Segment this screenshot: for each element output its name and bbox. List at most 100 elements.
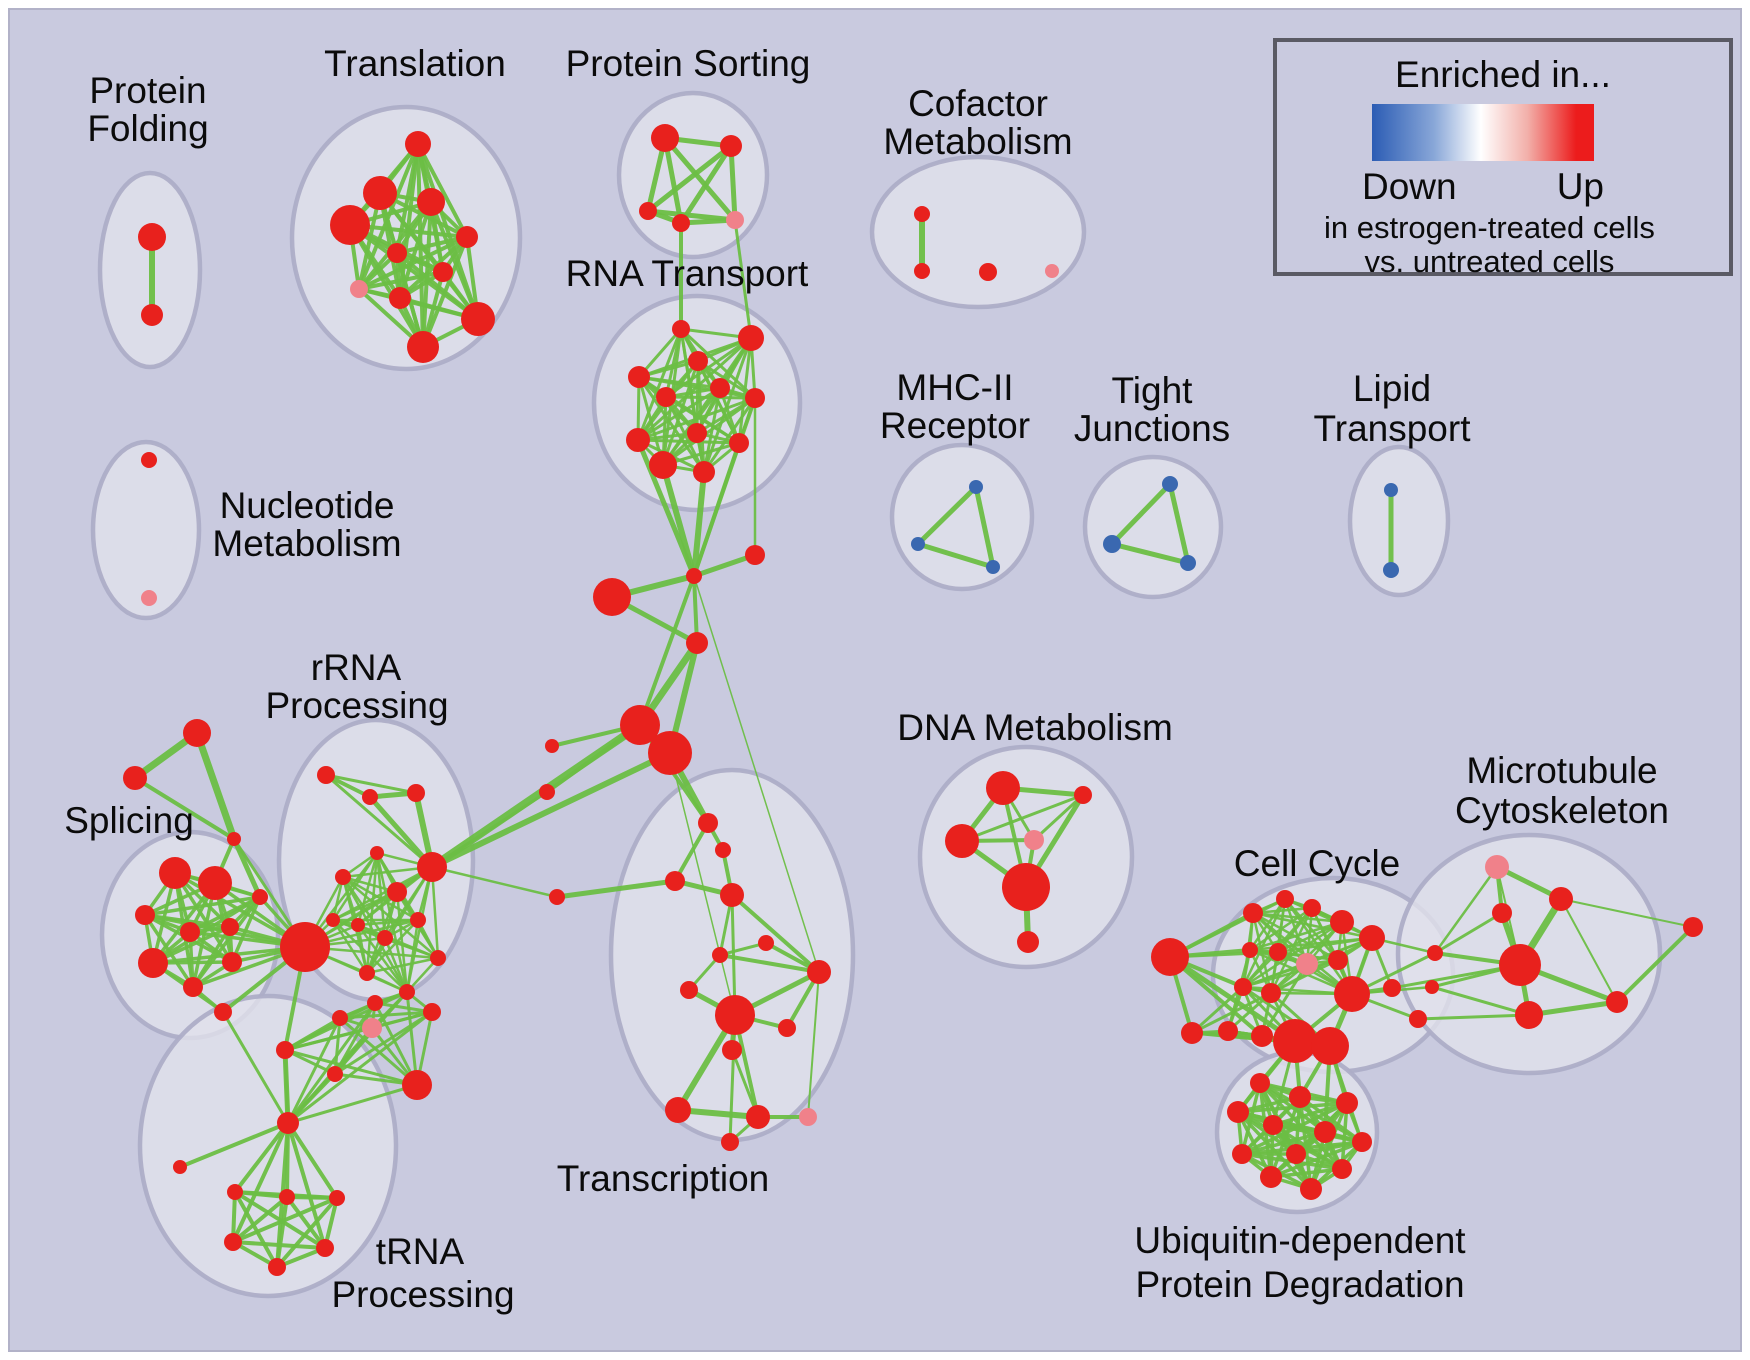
node-tx16[interactable]: [721, 1133, 739, 1151]
node-dm4[interactable]: [1024, 830, 1044, 850]
node-cc8[interactable]: [1296, 953, 1318, 975]
node-mt2[interactable]: [1549, 887, 1573, 911]
node-tx15[interactable]: [799, 1108, 817, 1126]
node-cc10[interactable]: [1234, 978, 1252, 996]
node-cc17[interactable]: [1251, 1025, 1273, 1047]
node-sn2[interactable]: [539, 784, 555, 800]
node-tn5[interactable]: [316, 1239, 334, 1257]
node-ub11[interactable]: [1260, 1166, 1282, 1188]
node-tx3[interactable]: [665, 871, 685, 891]
node-tx12[interactable]: [722, 1040, 742, 1060]
node-ub2[interactable]: [1289, 1086, 1311, 1108]
node-dm1[interactable]: [986, 771, 1020, 805]
node-tx4[interactable]: [720, 883, 744, 907]
node-tx11[interactable]: [778, 1019, 796, 1037]
node-sp6[interactable]: [252, 889, 268, 905]
node-cc15[interactable]: [1181, 1022, 1203, 1044]
node-tnh[interactable]: [277, 1112, 299, 1134]
node-rr1[interactable]: [317, 766, 335, 784]
node-ps5[interactable]: [726, 211, 744, 229]
node-rr13[interactable]: [399, 984, 415, 1000]
node-up5[interactable]: [332, 1010, 348, 1026]
node-cc11[interactable]: [1261, 983, 1281, 1003]
node-tj3[interactable]: [1180, 555, 1196, 571]
node-rr8[interactable]: [387, 882, 407, 902]
node-rr2[interactable]: [362, 789, 378, 805]
node-cc16[interactable]: [1218, 1021, 1238, 1041]
node-t5[interactable]: [456, 226, 478, 248]
node-rr10[interactable]: [359, 965, 375, 981]
node-rr11[interactable]: [410, 912, 426, 928]
node-sp3[interactable]: [135, 905, 155, 925]
node-t7[interactable]: [433, 262, 453, 282]
node-hub1[interactable]: [280, 922, 330, 972]
node-ub3[interactable]: [1336, 1092, 1358, 1114]
node-sp1[interactable]: [159, 857, 191, 889]
node-t9[interactable]: [389, 287, 411, 309]
node-ub6[interactable]: [1314, 1121, 1336, 1143]
node-cc18[interactable]: [1273, 1019, 1317, 1063]
node-pf1[interactable]: [138, 223, 166, 251]
node-cc3[interactable]: [1303, 899, 1321, 917]
node-rr6[interactable]: [351, 918, 365, 932]
node-sp5[interactable]: [221, 918, 239, 936]
node-tj1[interactable]: [1162, 476, 1178, 492]
node-cf3[interactable]: [979, 263, 997, 281]
node-tj2[interactable]: [1103, 535, 1121, 553]
node-up8[interactable]: [423, 1003, 441, 1021]
node-tn1[interactable]: [227, 1184, 243, 1200]
node-tx7[interactable]: [758, 935, 774, 951]
node-rt5[interactable]: [710, 378, 730, 398]
node-mc2[interactable]: [686, 568, 702, 584]
node-t4[interactable]: [330, 205, 370, 245]
node-mt3[interactable]: [1492, 903, 1512, 923]
node-sp7[interactable]: [138, 948, 168, 978]
node-mh2[interactable]: [911, 537, 925, 551]
node-cc9[interactable]: [1328, 950, 1348, 970]
node-mc1[interactable]: [593, 578, 631, 616]
node-dh1[interactable]: [620, 705, 660, 745]
node-up4[interactable]: [362, 1018, 382, 1038]
node-ub10[interactable]: [1332, 1159, 1352, 1179]
node-rt9[interactable]: [626, 428, 650, 452]
node-spt1[interactable]: [183, 719, 211, 747]
node-tx9[interactable]: [680, 981, 698, 999]
node-tx2[interactable]: [715, 842, 731, 858]
node-tx8[interactable]: [807, 960, 831, 984]
node-sp9[interactable]: [222, 952, 242, 972]
node-mt7[interactable]: [1427, 945, 1443, 961]
node-ub8[interactable]: [1232, 1144, 1252, 1164]
node-mt4[interactable]: [1499, 944, 1541, 986]
node-tx1[interactable]: [698, 813, 718, 833]
node-tx10[interactable]: [715, 995, 755, 1035]
node-t3[interactable]: [417, 188, 445, 216]
node-cc7[interactable]: [1269, 943, 1287, 961]
node-mc3[interactable]: [745, 545, 765, 565]
node-cf4[interactable]: [1045, 264, 1059, 278]
node-sn1[interactable]: [545, 739, 559, 753]
node-tx13[interactable]: [665, 1097, 691, 1123]
node-tx5[interactable]: [549, 889, 565, 905]
node-t10[interactable]: [461, 302, 495, 336]
node-cc6[interactable]: [1242, 942, 1258, 958]
node-sp8[interactable]: [183, 977, 203, 997]
node-ps4[interactable]: [672, 214, 690, 232]
node-tni[interactable]: [173, 1160, 187, 1174]
node-t8[interactable]: [350, 280, 368, 298]
node-up2[interactable]: [327, 1066, 343, 1082]
node-lp1[interactable]: [1384, 483, 1398, 497]
node-rt10[interactable]: [729, 433, 749, 453]
node-sp4[interactable]: [180, 922, 200, 942]
node-cc0[interactable]: [1151, 938, 1189, 976]
node-cc4[interactable]: [1330, 910, 1354, 934]
node-rt4[interactable]: [688, 351, 708, 371]
node-ub4[interactable]: [1227, 1101, 1249, 1123]
node-rr7[interactable]: [370, 846, 384, 860]
node-rt8[interactable]: [687, 423, 707, 443]
node-rt3[interactable]: [628, 366, 650, 388]
node-cc19[interactable]: [1311, 1027, 1349, 1065]
node-cf1[interactable]: [914, 206, 930, 222]
node-pf2[interactable]: [141, 304, 163, 326]
node-rr9[interactable]: [377, 930, 393, 946]
node-t1[interactable]: [405, 131, 431, 157]
